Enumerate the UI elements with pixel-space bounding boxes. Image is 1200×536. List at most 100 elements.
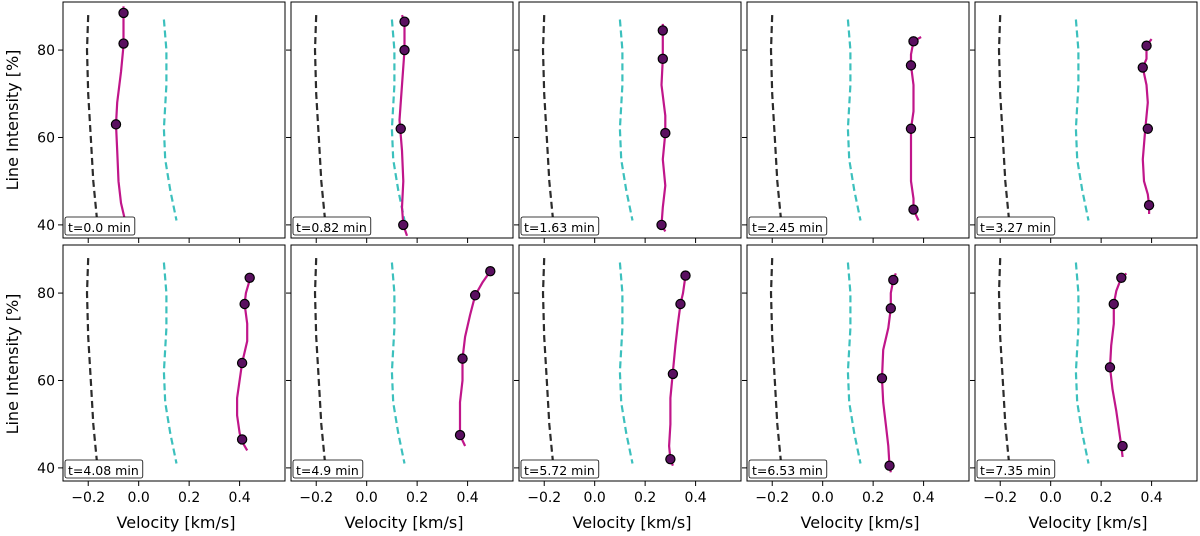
y-axis-label-top: Line Intensity [%] xyxy=(3,50,22,191)
bisector-point xyxy=(680,270,691,281)
panel-grid: 40 60 80 t=0.0 min t=0.82 min t=1.63 min t=2.4… xyxy=(37,1,1198,506)
bisector-point xyxy=(244,272,255,283)
x-tick-label: 0.4 xyxy=(456,490,478,506)
panel-frame xyxy=(974,1,1198,239)
x-tick-label: 0.0 xyxy=(356,490,378,506)
time-label: t=4.9 min xyxy=(296,463,359,478)
reference-left-dashed-line xyxy=(85,15,99,221)
bisector-point xyxy=(908,204,919,215)
bisector-point xyxy=(885,303,896,314)
plot-area xyxy=(997,258,1128,464)
x-tick-label: 0.0 xyxy=(584,490,606,506)
y-tick-label: 40 xyxy=(37,218,55,234)
reference-right-dashed-line xyxy=(618,262,634,464)
reference-right-dashed-line xyxy=(162,19,178,221)
time-label-box xyxy=(976,459,1056,479)
reference-left-dashed-line xyxy=(769,258,783,464)
time-label: t=0.0 min xyxy=(68,220,131,235)
x-axis-label-4: Velocity [km/s] xyxy=(801,513,920,532)
panel-frame xyxy=(518,244,742,482)
bisector-point xyxy=(656,219,667,231)
plot-area xyxy=(541,258,691,467)
reference-left-dashed-line xyxy=(541,258,555,464)
panel-3: t=1.63 min xyxy=(514,1,742,243)
bisector-point xyxy=(1141,40,1152,51)
bisector-point xyxy=(657,53,668,65)
reference-right-dashed-line xyxy=(618,19,634,221)
x-tick-label: −0.2 xyxy=(527,490,561,506)
panel-frame xyxy=(746,1,970,239)
bisector-point xyxy=(1137,62,1148,73)
bisector-line xyxy=(880,273,897,473)
bisector-point xyxy=(1143,200,1155,211)
panel-frame xyxy=(62,1,286,239)
x-tick-label: −0.2 xyxy=(983,490,1017,506)
bisector-point xyxy=(657,25,668,36)
plot-area xyxy=(85,258,255,464)
time-label-box xyxy=(976,216,1056,236)
bisector-point xyxy=(110,119,122,130)
bisector-point xyxy=(675,298,686,310)
panel-4: t=2.45 min xyxy=(742,1,970,243)
bisector-point xyxy=(660,127,671,139)
bisector-point xyxy=(1142,123,1154,134)
x-tick-label: 0.4 xyxy=(1140,490,1162,506)
bisector-point xyxy=(236,434,248,445)
bisector-point xyxy=(239,298,250,310)
reference-right-dashed-line xyxy=(846,19,862,221)
reference-left-dashed-line xyxy=(313,15,327,221)
x-tick-label: 0.4 xyxy=(228,490,250,506)
x-tick-label: 0.0 xyxy=(128,490,150,506)
plot-area xyxy=(313,14,410,237)
time-label-box xyxy=(64,459,144,479)
plot-area xyxy=(85,6,178,233)
panel-5: t=3.27 min xyxy=(970,1,1198,243)
x-tick-label: 0.2 xyxy=(634,490,656,506)
panel-frame xyxy=(290,1,514,239)
reference-right-dashed-line xyxy=(390,262,406,464)
x-tick-label: 0.4 xyxy=(912,490,934,506)
time-label-box xyxy=(520,459,600,479)
time-label: t=0.82 min xyxy=(296,220,367,235)
time-label-box xyxy=(292,459,364,479)
panel-frame xyxy=(746,244,970,482)
panel-7: −0.2 0.0 0.2 0.4 t=4.9 min xyxy=(286,244,514,506)
bisector-point xyxy=(1108,298,1119,310)
x-axis-label-3: Velocity [km/s] xyxy=(573,513,692,532)
x-tick-label: −0.2 xyxy=(755,490,789,506)
bisector-point xyxy=(399,16,410,27)
bisector-line xyxy=(398,14,409,237)
bisector-point xyxy=(665,453,676,465)
time-label: t=7.35 min xyxy=(980,463,1051,478)
x-axis-label-2: Velocity [km/s] xyxy=(345,513,464,532)
time-label-box xyxy=(748,459,828,479)
x-tick-label: 0.4 xyxy=(684,490,706,506)
x-tick-label: −0.2 xyxy=(71,490,105,506)
bisector-line xyxy=(114,6,128,226)
panel-frame xyxy=(974,244,1198,482)
panel-frame xyxy=(518,1,742,239)
reference-right-dashed-line xyxy=(846,262,862,464)
bisector-point xyxy=(1117,440,1128,452)
time-label: t=1.63 min xyxy=(524,220,595,235)
bisector-point xyxy=(399,44,410,56)
bisector-point xyxy=(905,60,917,71)
x-tick-label: 0.2 xyxy=(1090,490,1112,506)
x-axis-label-5: Velocity [km/s] xyxy=(1029,513,1148,532)
x-tick-label: −0.2 xyxy=(299,490,333,506)
time-label-box xyxy=(64,216,136,236)
panel-frame xyxy=(62,244,286,482)
bisector-point xyxy=(118,38,129,49)
bisector-point xyxy=(236,357,248,369)
y-tick-label: 80 xyxy=(37,286,55,302)
reference-right-dashed-line xyxy=(1074,262,1090,464)
bisector-point xyxy=(884,460,895,471)
bisector-point xyxy=(1104,362,1116,373)
panel-1: 40 60 80 t=0.0 min xyxy=(37,1,286,243)
bisector-point xyxy=(485,266,496,277)
panel-frame xyxy=(290,244,514,482)
reference-left-dashed-line xyxy=(313,258,327,464)
bisector-point xyxy=(876,373,888,384)
bisector-point xyxy=(469,290,481,301)
